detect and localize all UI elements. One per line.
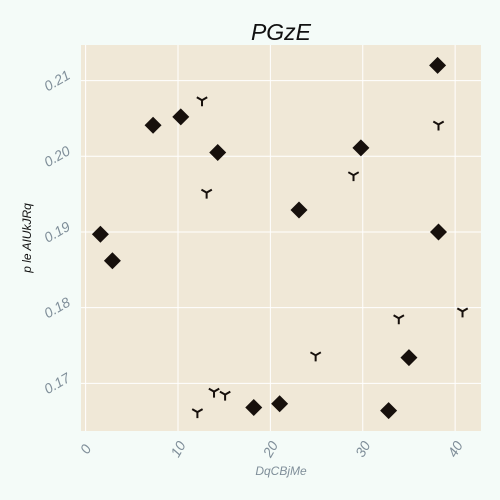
grid <box>81 45 481 431</box>
y-tick-label: 0.20 <box>41 142 73 170</box>
y-axis-label: p le AIUkJRq <box>20 203 34 274</box>
plot-area <box>81 45 481 431</box>
diamond-point <box>271 395 289 413</box>
diamond-point <box>91 225 109 243</box>
diamond-point <box>380 402 398 420</box>
y-tick-label: 0.17 <box>41 369 74 397</box>
y-tick-label: 0.19 <box>41 218 73 246</box>
diamond-point <box>245 399 263 417</box>
tri-down-point <box>208 387 220 398</box>
x-tick-label: 30 <box>352 438 374 460</box>
x-tick-label: 0 <box>77 441 95 456</box>
diamond-point <box>172 108 190 126</box>
y-tick-label: 0.18 <box>41 294 73 322</box>
tri-down-point <box>200 188 213 199</box>
tri-down-point <box>393 314 405 325</box>
tri-down-point <box>432 120 445 131</box>
tri-down-point <box>309 351 322 362</box>
x-tick-label: 10 <box>167 438 189 460</box>
x-tick-label: 40 <box>444 438 466 460</box>
diamond-point <box>400 349 418 367</box>
chart-title: PGzE <box>251 19 312 45</box>
diamond-point <box>429 56 447 74</box>
diamond-point <box>430 223 448 241</box>
tri-down-point <box>456 307 469 318</box>
x-tick-label: 20 <box>259 438 281 461</box>
markers <box>91 56 469 420</box>
diamond-point <box>144 116 162 134</box>
tri-down-point <box>219 390 231 401</box>
tri-down-point <box>191 408 204 419</box>
tri-down-point <box>196 96 208 107</box>
diamond-point <box>290 201 308 219</box>
diamond-point <box>209 143 227 161</box>
x-axis-label: DqCBjMe <box>255 464 307 478</box>
diamond-point <box>103 252 121 270</box>
diamond-point <box>352 139 370 157</box>
tri-down-point <box>347 171 360 182</box>
y-tick-label: 0.21 <box>41 67 73 94</box>
